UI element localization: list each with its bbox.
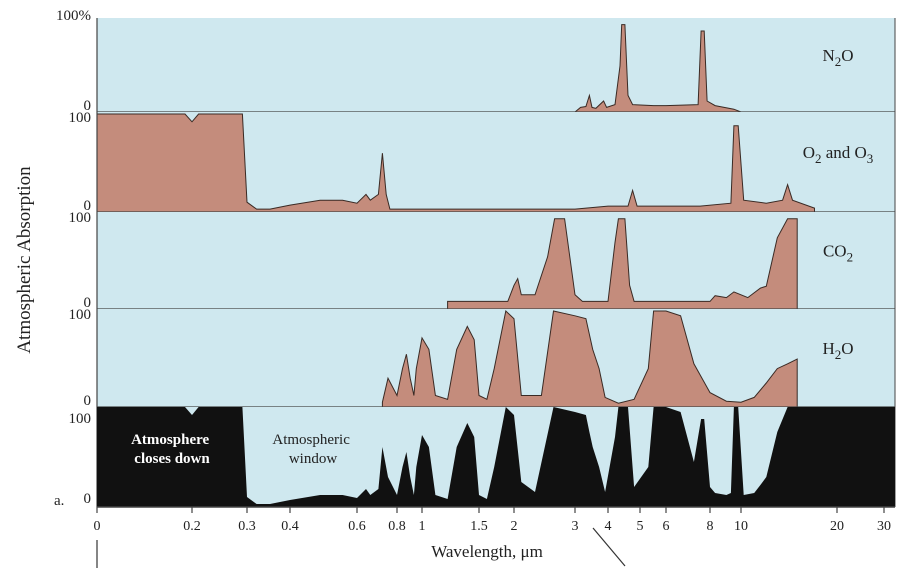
annotation-window: Atmospheric window bbox=[272, 432, 353, 467]
annotation-closes-down-line2: closes down bbox=[134, 451, 210, 467]
gas-label-main: H bbox=[822, 339, 834, 358]
y-bottom-label-h2o: 0 bbox=[84, 393, 92, 409]
gas-label-main: CO bbox=[823, 242, 847, 261]
x-tick-label: 0.3 bbox=[238, 519, 256, 534]
x-tick-label: 1 bbox=[419, 519, 426, 534]
panel-n2o: N2O bbox=[97, 18, 895, 113]
x-tick-label: 0.6 bbox=[348, 519, 366, 534]
x-tick-label: 0.8 bbox=[388, 519, 406, 534]
gas-label-sub: 2 bbox=[847, 250, 854, 265]
annotation-window-line2: window bbox=[289, 451, 338, 467]
x-tick-label: 2 bbox=[511, 519, 518, 534]
x-tick-label: 30 bbox=[877, 519, 891, 534]
y-top-label-n2o: 100% bbox=[56, 8, 91, 24]
y-top-label-h2o: 100 bbox=[69, 307, 92, 323]
gas-label-n2o: N2O bbox=[822, 46, 853, 69]
x-tick-label: 1.5 bbox=[470, 519, 488, 534]
x-axis-ticks: 0 0.2 0.3 0.4 0.6 0.8 1 1.5 2 3 4 5 6 8 10 20 30 bbox=[94, 507, 891, 534]
y-top-label-o2-and-o3: 100 bbox=[69, 110, 92, 126]
x-tick-label: 0.2 bbox=[183, 519, 201, 534]
panel-co2: CO2 bbox=[97, 212, 895, 310]
panel-o2-and-o3: O2 and O3 bbox=[96, 112, 895, 213]
gas-label-co2: CO2 bbox=[823, 242, 853, 265]
x-tick-label: 3 bbox=[572, 519, 579, 534]
gas-label-main: O bbox=[803, 143, 815, 162]
gas-label-sub2: 3 bbox=[867, 151, 874, 166]
gas-label-sub: 2 bbox=[835, 54, 842, 69]
panel-background bbox=[97, 18, 895, 112]
combined-absorption-panel bbox=[97, 407, 895, 508]
absorption-area-co2 bbox=[447, 218, 798, 310]
y-bottom-label-co2: 0 bbox=[84, 295, 92, 311]
y-top-label-combined: 100 bbox=[69, 411, 92, 427]
absorption-area-h2o bbox=[381, 310, 798, 408]
x-tick-label: 5 bbox=[637, 519, 644, 534]
y-top-label-co2: 100 bbox=[69, 210, 92, 226]
y-bottom-label-o2-and-o3: 0 bbox=[84, 198, 92, 214]
y-bottom-label-n2o: 0 bbox=[84, 98, 92, 114]
y-axis-title: Atmospheric Absorption bbox=[14, 166, 35, 354]
annotation-closes-down-line1: Atmosphere bbox=[131, 432, 209, 448]
x-tick-label: 0 bbox=[94, 519, 101, 534]
panel-h2o: H2O bbox=[97, 309, 895, 408]
annotation-closes-down: Atmosphere closes down bbox=[131, 432, 213, 467]
window-pointer-line bbox=[592, 527, 626, 567]
combined-absorption-area bbox=[97, 407, 895, 507]
absorption-area-o2-and-o3 bbox=[96, 113, 815, 213]
x-tick-label: 6 bbox=[663, 519, 670, 534]
gas-label-sub: 2 bbox=[815, 151, 822, 166]
panel-letter: a. bbox=[54, 493, 64, 509]
x-tick-label: 0.4 bbox=[281, 519, 299, 534]
gas-label-h2o: H2O bbox=[822, 339, 853, 362]
absorption-area-n2o bbox=[573, 24, 742, 113]
x-tick-label: 8 bbox=[707, 519, 714, 534]
gas-label-tail: and O bbox=[821, 143, 866, 162]
gas-label-tail: O bbox=[841, 46, 853, 65]
x-tick-label: 4 bbox=[605, 519, 612, 534]
gas-label-sub: 2 bbox=[835, 347, 842, 362]
gas-label-tail: O bbox=[841, 339, 853, 358]
x-tick-label: 20 bbox=[830, 519, 844, 534]
x-axis-title: Wavelength, μm bbox=[431, 542, 543, 561]
gas-label-main: N bbox=[822, 46, 834, 65]
y-bottom-label-combined: 0 bbox=[84, 491, 92, 507]
gas-label-o2-and-o3: O2 and O3 bbox=[803, 143, 874, 166]
annotation-window-line1: Atmospheric bbox=[272, 432, 350, 448]
x-tick-label: 10 bbox=[734, 519, 748, 534]
